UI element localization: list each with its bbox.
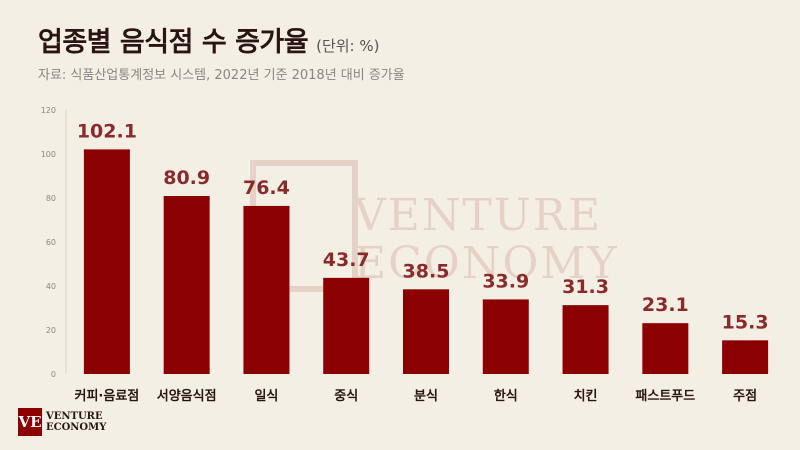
x-category-label: 주점 <box>733 389 757 404</box>
bar-value-label: 43.7 <box>323 249 370 271</box>
bar <box>163 196 210 374</box>
x-category-label: 서양음식점 <box>157 388 217 404</box>
x-category-label: 한식 <box>494 388 518 404</box>
bar <box>243 205 290 374</box>
bar-value-label: 80.9 <box>163 167 210 189</box>
bar-value-label: 15.3 <box>722 311 769 333</box>
bar-value-label: 76.4 <box>243 177 290 199</box>
x-category-label: 치킨 <box>574 388 598 404</box>
title-row: 업종별 음식점 수 증가율 (단위: %) <box>38 20 380 59</box>
bar <box>562 305 609 374</box>
bar <box>403 289 449 374</box>
bar <box>323 277 370 374</box>
source-subtitle: 자료: 식품산업통계정보 시스템, 2022년 기준 2018년 대비 증가율 <box>38 68 405 83</box>
bar <box>482 299 529 374</box>
y-tick-label: 60 <box>46 238 56 247</box>
y-tick-label: 120 <box>41 106 56 115</box>
y-tick-label: 100 <box>41 150 56 159</box>
bar-value-label: 33.9 <box>482 270 529 292</box>
bar-value-label: 102.1 <box>77 120 137 142</box>
chart-title: 업종별 음식점 수 증가율 <box>38 27 309 58</box>
bar <box>722 340 769 374</box>
y-tick-label: 40 <box>46 282 56 291</box>
bar-value-label: 38.5 <box>403 260 450 282</box>
bar-value-label: 31.3 <box>562 276 609 298</box>
bar <box>642 323 689 374</box>
bar-value-label: 23.1 <box>642 294 689 316</box>
x-category-label: 커피·음료점 <box>75 388 140 404</box>
y-tick-label: 20 <box>46 326 56 335</box>
brand-logo: VE VENTURE ECONOMY <box>18 408 106 436</box>
x-category-label: 패스트푸드 <box>635 389 695 404</box>
logo-text: VENTURE ECONOMY <box>46 411 107 433</box>
unit-label: (단위: %) <box>316 37 380 55</box>
x-category-label: 분식 <box>414 388 438 404</box>
bar <box>83 149 130 374</box>
x-category-label: 일식 <box>254 388 278 404</box>
logo-mark: VE <box>18 408 42 436</box>
y-tick-label: 80 <box>46 194 56 203</box>
x-category-label: 중식 <box>334 388 358 404</box>
y-tick-label: 0 <box>51 370 56 379</box>
